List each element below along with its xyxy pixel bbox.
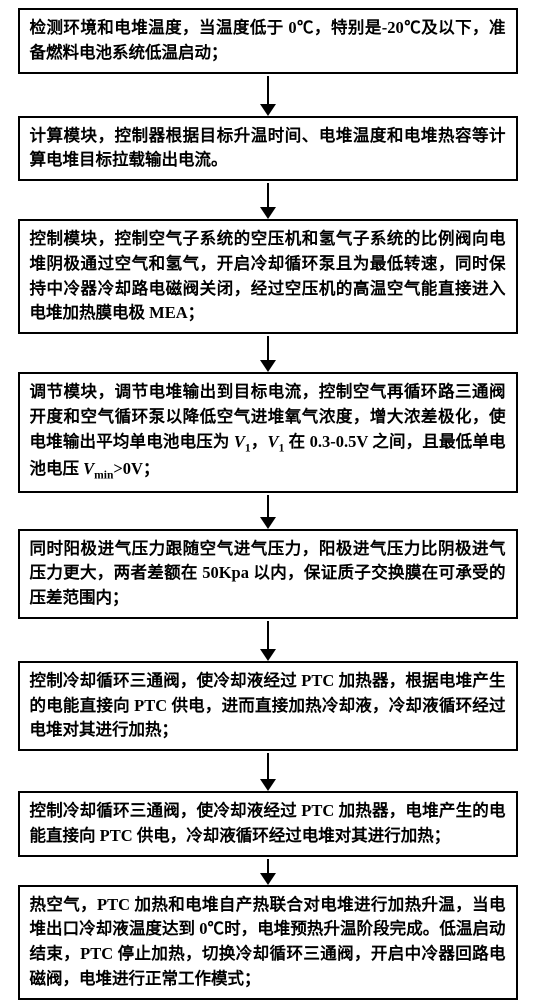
flow-arrow-7 xyxy=(260,859,276,885)
flow-step-3: 控制模块，控制空气子系统的空压机和氢气子系统的比例阀向电堆阴极通过空气和氢气，开… xyxy=(18,219,518,334)
flow-step-4: 调节模块，调节电堆输出到目标电流，控制空气再循环路三通阀开度和空气循环泵以降低空… xyxy=(18,372,518,493)
flow-step-5: 同时阳极进气压力跟随空气进气压力，阳极进气压力比阴极进气压力更大，两者差额在 5… xyxy=(18,529,518,619)
flow-step-8: 热空气，PTC 加热和电堆自产热联合对电堆进行加热升温，当电堆出口冷却液温度达到… xyxy=(18,885,518,1000)
flow-step-7: 控制冷却循环三通阀，使冷却液经过 PTC 加热器，电堆产生的电能直接向 PTC … xyxy=(18,791,518,857)
flow-arrow-3 xyxy=(260,336,276,372)
flow-step-6: 控制冷却循环三通阀，使冷却液经过 PTC 加热器，根据电堆产生的电能直接向 PT… xyxy=(18,661,518,751)
flowchart: 检测环境和电堆温度，当温度低于 0℃，特别是-20℃及以下，准备燃料电池系统低温… xyxy=(0,0,535,1008)
flow-arrow-2 xyxy=(260,183,276,219)
flow-arrow-1 xyxy=(260,76,276,116)
flow-arrow-6 xyxy=(260,753,276,791)
flow-arrow-4 xyxy=(260,495,276,529)
flow-step-2: 计算模块，控制器根据目标升温时间、电堆温度和电堆热容等计算电堆目标拉载输出电流。 xyxy=(18,116,518,182)
flow-arrow-5 xyxy=(260,621,276,661)
flow-step-1: 检测环境和电堆温度，当温度低于 0℃，特别是-20℃及以下，准备燃料电池系统低温… xyxy=(18,8,518,74)
